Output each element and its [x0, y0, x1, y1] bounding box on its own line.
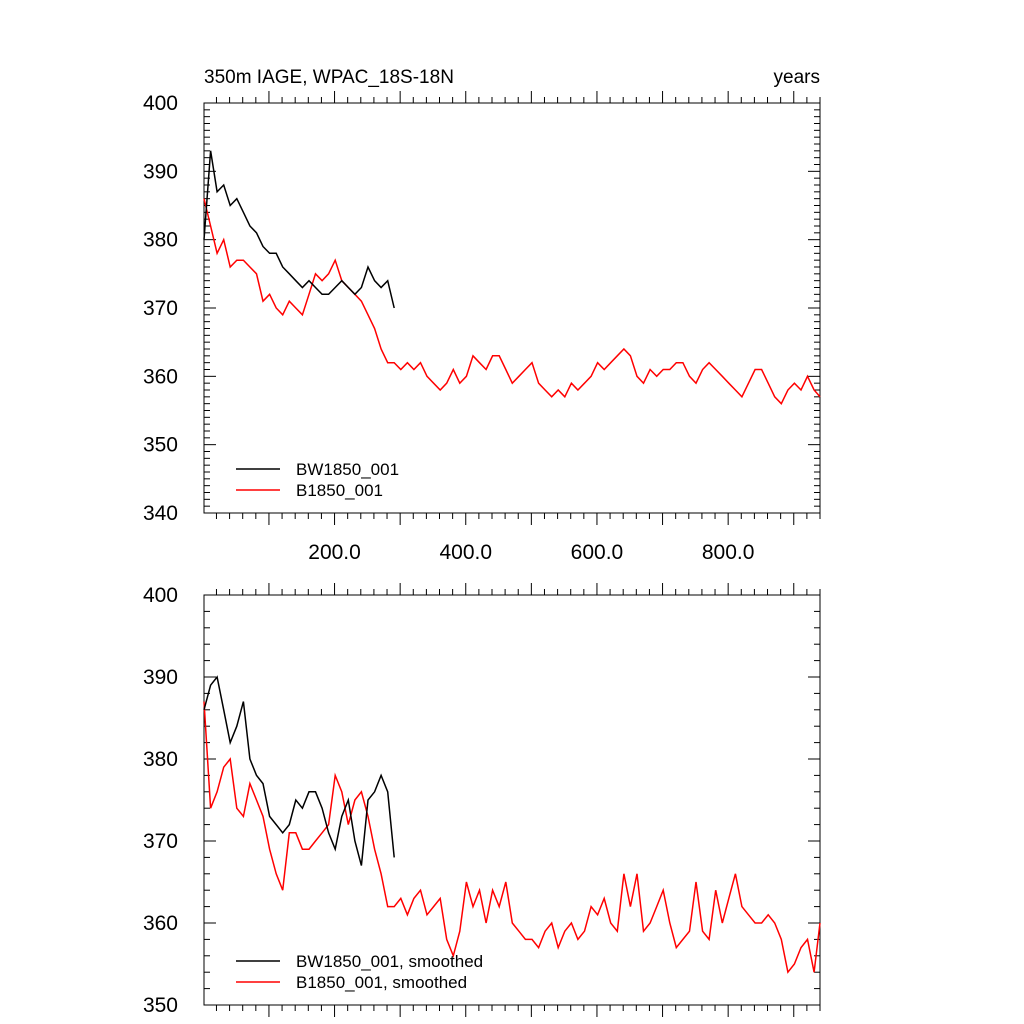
bottom-legend: BW1850_001, smoothed B1850_001, smoothed	[236, 952, 483, 992]
bottom-series-bw1850-smoothed	[203, 675, 395, 866]
x-tick-label: 800.0	[702, 541, 755, 564]
y-tick-label: 360	[143, 912, 178, 935]
top-x-tick-labels: 200.0 400.0 600.0 800.0	[308, 541, 754, 564]
top-ticks	[204, 91, 821, 525]
y-tick-label: 370	[143, 830, 178, 853]
bottom-series-b1850-smoothed	[203, 701, 821, 974]
bottom-y-tick-labels: 350 360 370 380 390 400	[143, 584, 178, 1017]
top-series-b1850	[203, 198, 821, 406]
bottom-ticks	[204, 583, 821, 1017]
x-tick-label: 200.0	[308, 541, 361, 564]
y-tick-label: 390	[143, 666, 178, 689]
top-panel: 350m IAGE, WPAC_18S-18N years 3403503603…	[143, 67, 821, 564]
top-series-bw1850	[203, 150, 395, 309]
bottom-legend-label-b: B1850_001, smoothed	[296, 973, 467, 992]
x-tick-label: 400.0	[439, 541, 492, 564]
y-tick-label: 400	[143, 584, 178, 607]
y-tick-label: 390	[143, 160, 178, 183]
top-y-tick-labels: 340 350 360 370 380 390 400	[143, 92, 178, 525]
top-legend-label-b: B1850_001	[296, 481, 383, 500]
top-legend-label-bw: BW1850_001	[296, 460, 399, 479]
top-title-right: years	[774, 67, 820, 88]
y-tick-label: 350	[143, 994, 178, 1017]
y-tick-label: 350	[143, 434, 178, 457]
y-tick-label: 370	[143, 297, 178, 320]
bottom-legend-label-bw: BW1850_001, smoothed	[296, 952, 483, 971]
y-tick-label: 380	[143, 748, 178, 771]
bottom-plot-frame	[203, 594, 821, 1006]
top-legend: BW1850_001 B1850_001	[236, 460, 399, 500]
x-tick-label: 600.0	[571, 541, 624, 564]
y-tick-label: 360	[143, 365, 178, 388]
top-title: 350m IAGE, WPAC_18S-18N	[204, 67, 454, 88]
y-tick-label: 380	[143, 229, 178, 252]
y-tick-label: 400	[143, 92, 178, 115]
bottom-panel: 350 360 370 380 390 400 BW1850_001, smoothed …	[143, 583, 821, 1017]
y-tick-label: 340	[143, 502, 178, 525]
